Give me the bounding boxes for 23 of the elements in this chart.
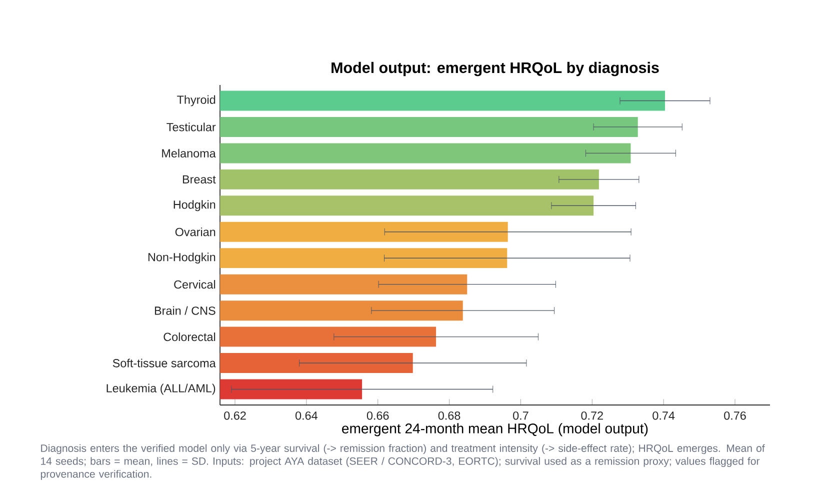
y-tick-label: Breast bbox=[182, 175, 216, 184]
x-tick-label: 0.62 bbox=[224, 411, 246, 420]
y-tick-label: Cervical bbox=[174, 280, 216, 289]
y-tick-label: Testicular bbox=[166, 122, 216, 132]
y-tick-label: Colorectal bbox=[164, 332, 216, 342]
y-tick-label: Hodgkin bbox=[174, 200, 216, 212]
text: Diagnosis enters the verified model only via 5-year survival (-> remission fraction) and treatment intensity (-> side-effect rate); HRQoL emerges. Mean of 14 seeds; bars = mean, lines = SD. Inputs: project AYA dataset (SEER / CONCORD-3, EORTC); survival used as a remission proxy; values flagged for provenance verification. bbox=[40, 444, 765, 480]
x-tick-label: 0.72 bbox=[581, 411, 603, 420]
y-tick-label: Brain / CNS bbox=[154, 306, 216, 315]
x-tick-label: 0.64 bbox=[295, 411, 318, 420]
chart-title: Model output: emergent HRQoL by diagnosis bbox=[332, 62, 659, 76]
x-tick-label: 0.74 bbox=[652, 411, 675, 420]
y-tick-label: Leukemia (ALL/AML) bbox=[106, 384, 216, 395]
y-tick-label: Ovarian bbox=[175, 228, 216, 236]
y-tick-label: Thyroid bbox=[177, 95, 216, 106]
y-tick-label: Non-Hodgkin bbox=[148, 252, 216, 264]
x-tick-label: 0.76 bbox=[724, 411, 746, 420]
x-tick-label: 0.7 bbox=[513, 411, 528, 420]
x-tick-label: 0.66 bbox=[366, 411, 389, 420]
y-tick-label: Soft-tissue sarcoma bbox=[112, 358, 216, 368]
y-tick-label: Melanoma bbox=[162, 148, 216, 158]
x-tick-label: 0.68 bbox=[438, 411, 460, 420]
x-axis-title: emergent 24-month mean HRQoL (model output) bbox=[342, 423, 648, 436]
